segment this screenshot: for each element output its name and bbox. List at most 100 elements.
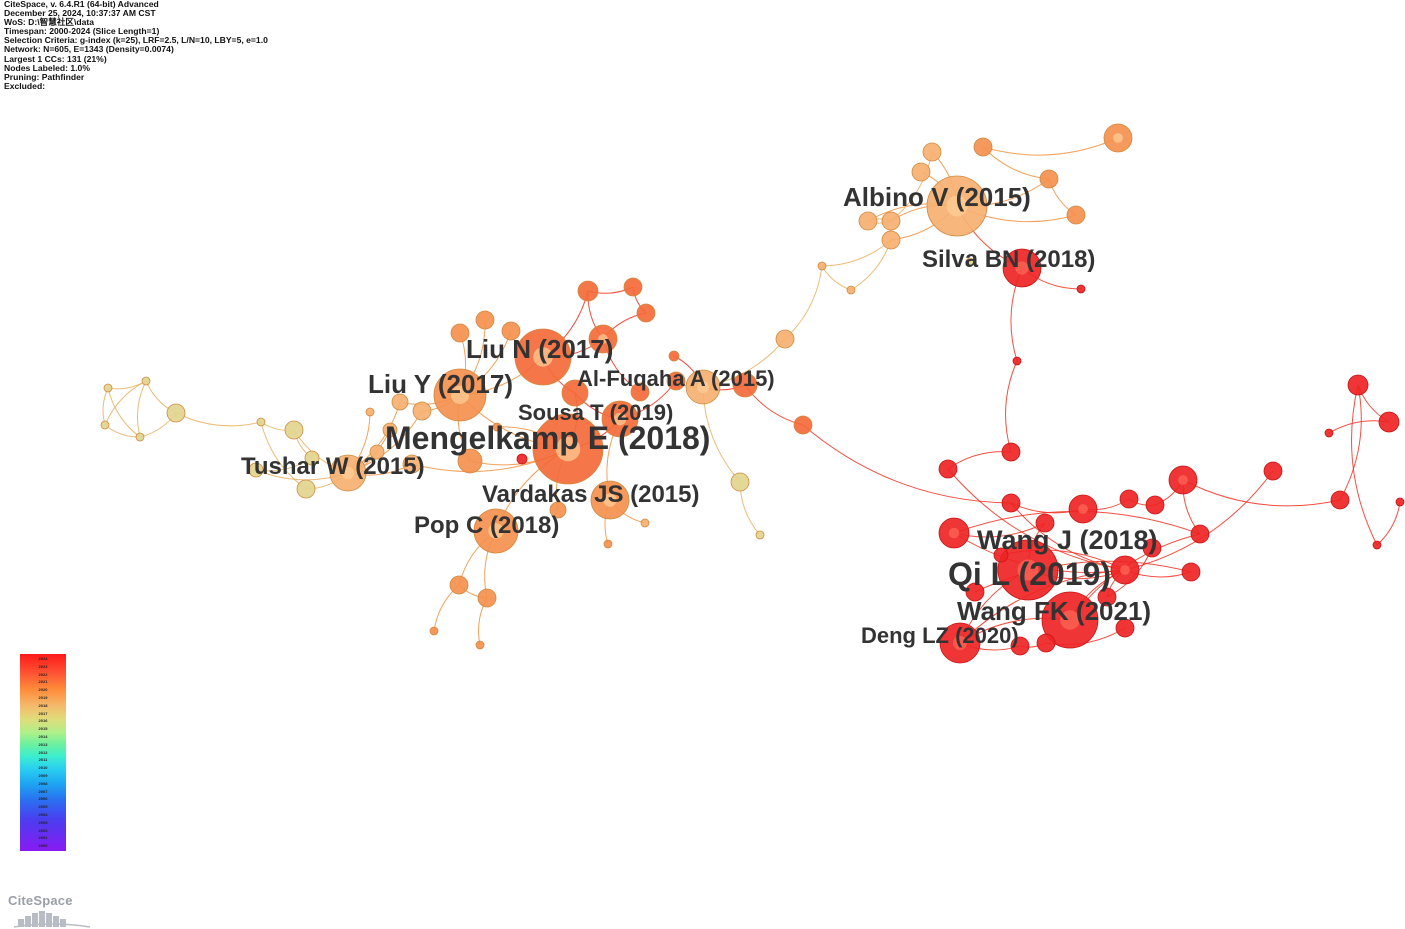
network-node[interactable]: [1324, 428, 1334, 438]
network-node[interactable]: [1035, 513, 1055, 533]
legend-year-label: 2006: [38, 796, 48, 802]
network-node[interactable]: [100, 420, 110, 430]
network-node[interactable]: [141, 376, 151, 386]
network-edge: [982, 146, 1050, 180]
node-label-al-fuqaha[interactable]: Al-Fuqaha A (2015): [577, 366, 775, 391]
network-node[interactable]: [561, 379, 589, 407]
network-node[interactable]: [1115, 618, 1135, 638]
node-label-liu-n[interactable]: Liu N (2017): [466, 334, 613, 364]
network-node[interactable]: [304, 450, 320, 466]
network-node[interactable]: [1066, 205, 1086, 225]
network-node[interactable]: [636, 303, 656, 323]
network-node[interactable]: [1142, 538, 1162, 558]
network-node[interactable]: [817, 261, 827, 271]
node-label-wang-fk[interactable]: Wang FK (2021): [957, 596, 1151, 626]
network-node[interactable]: [457, 448, 483, 474]
network-node[interactable]: [922, 142, 942, 162]
network-edge: [982, 137, 1119, 156]
network-node[interactable]: [501, 321, 521, 341]
legend-year-label: 2014: [38, 734, 48, 739]
network-node[interactable]: [402, 454, 422, 474]
network-node[interactable]: [1330, 490, 1350, 510]
node-label-qi[interactable]: Qi L (2019): [948, 556, 1111, 592]
network-node[interactable]: [516, 453, 528, 465]
network-node[interactable]: [938, 459, 958, 479]
network-node[interactable]: [256, 417, 266, 427]
network-node[interactable]: [135, 432, 145, 442]
network-node[interactable]: [475, 640, 485, 650]
network-node[interactable]: [1119, 489, 1139, 509]
node-label-pop[interactable]: Pop C (2018): [414, 512, 559, 539]
network-node[interactable]: [1372, 540, 1382, 550]
network-node[interactable]: [846, 285, 856, 295]
network-node[interactable]: [450, 323, 470, 343]
network-node[interactable]: [103, 383, 113, 393]
network-node[interactable]: [1039, 169, 1059, 189]
node-label-silva[interactable]: Silva BN (2018): [922, 246, 1095, 273]
network-node[interactable]: [296, 479, 316, 499]
network-node[interactable]: [1145, 495, 1165, 515]
network-edge: [947, 468, 1126, 571]
network-node[interactable]: [412, 401, 432, 421]
network-node[interactable]: [1395, 497, 1405, 507]
network-node[interactable]: [365, 407, 375, 417]
network-node[interactable]: [166, 403, 186, 423]
network-node[interactable]: [284, 420, 304, 440]
network-node[interactable]: [640, 518, 650, 528]
network-node[interactable]: [1378, 411, 1400, 433]
node-label-albino[interactable]: Albino V (2015): [843, 182, 1031, 212]
network-node[interactable]: [1097, 587, 1117, 607]
network-node[interactable]: [911, 162, 931, 182]
network-node[interactable]: [369, 444, 385, 460]
network-node[interactable]: [492, 422, 502, 432]
network-node[interactable]: [1036, 633, 1056, 653]
network-node[interactable]: [973, 137, 993, 157]
network-node[interactable]: [965, 582, 985, 602]
network-node[interactable]: [1012, 356, 1022, 366]
network-node[interactable]: [1001, 442, 1021, 462]
node-label-vardakas[interactable]: Vardakas JS (2015): [482, 481, 700, 508]
network-node[interactable]: [730, 472, 750, 492]
network-node[interactable]: [965, 257, 975, 267]
network-node[interactable]: [666, 371, 686, 391]
network-node[interactable]: [1076, 284, 1086, 294]
node-label-liu-y[interactable]: Liu Y (2017): [368, 369, 513, 399]
node-label-wang-j[interactable]: Wang J (2018): [977, 525, 1158, 555]
network-node[interactable]: [577, 280, 599, 302]
network-node[interactable]: [755, 530, 765, 540]
network-node[interactable]: [881, 211, 901, 231]
node-label-deng[interactable]: Deng LZ (2020): [861, 623, 1019, 648]
network-node[interactable]: [449, 575, 469, 595]
network-node[interactable]: [858, 211, 878, 231]
network-node[interactable]: [475, 310, 495, 330]
network-node[interactable]: [1010, 636, 1030, 656]
network-node[interactable]: [775, 329, 795, 349]
network-node[interactable]: [603, 539, 613, 549]
network-node[interactable]: [382, 422, 398, 438]
info-line: Selection Criteria: g-index (k=25), LRF=…: [4, 35, 268, 46]
network-node[interactable]: [881, 230, 901, 250]
network-node[interactable]: [391, 393, 409, 411]
network-node[interactable]: [1001, 493, 1021, 513]
network-edge: [137, 380, 147, 438]
network-node[interactable]: [1347, 374, 1369, 396]
network-node[interactable]: [623, 277, 643, 297]
node-label-mengelkamp[interactable]: Mengelkamp E (2018): [385, 420, 710, 456]
network-node[interactable]: [993, 547, 1009, 563]
network-node[interactable]: [732, 372, 758, 398]
network-edge: [1182, 479, 1341, 507]
network-node[interactable]: [793, 415, 813, 435]
network-node[interactable]: [549, 501, 567, 519]
node-label-sousa[interactable]: Sousa T (2019): [518, 400, 673, 425]
network-node[interactable]: [1263, 461, 1283, 481]
network-node[interactable]: [248, 462, 264, 478]
network-node[interactable]: [630, 382, 650, 402]
network-node[interactable]: [429, 626, 439, 636]
network-node[interactable]: [1181, 562, 1201, 582]
network-node[interactable]: [477, 588, 497, 608]
legend-year-label: 2004: [38, 812, 48, 817]
network-node[interactable]: [668, 350, 680, 362]
network-edge: [802, 424, 1012, 504]
node-label-tushar[interactable]: Tushar W (2015): [241, 453, 425, 480]
network-node[interactable]: [1190, 524, 1210, 544]
